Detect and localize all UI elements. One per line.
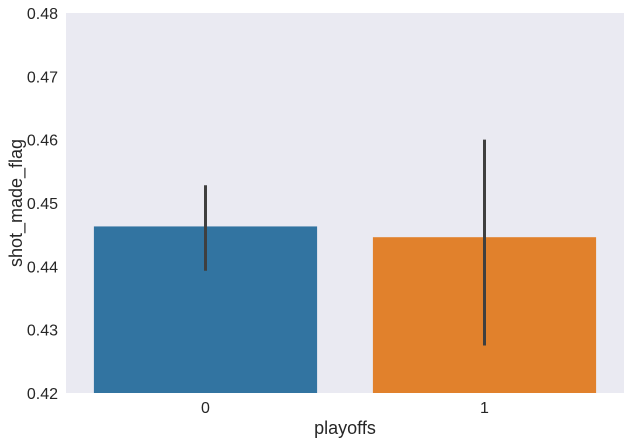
y-tick-label: 0.45 [27,196,58,213]
y-tick-label: 0.48 [27,6,58,23]
y-axis-ticks: 0.42 0.43 0.44 0.45 0.46 0.47 0.48 [27,6,58,403]
x-axis-label: playoffs [314,418,376,438]
y-tick-label: 0.44 [27,259,58,276]
x-tick-label: 0 [201,400,210,417]
y-axis-label: shot_made_flag [6,139,27,267]
x-tick-label: 1 [480,400,489,417]
error-bars [204,139,486,346]
y-tick-label: 0.46 [27,133,58,150]
y-tick-label: 0.47 [27,69,58,86]
y-tick-label: 0.43 [27,323,58,340]
y-tick-label: 0.42 [27,386,58,403]
